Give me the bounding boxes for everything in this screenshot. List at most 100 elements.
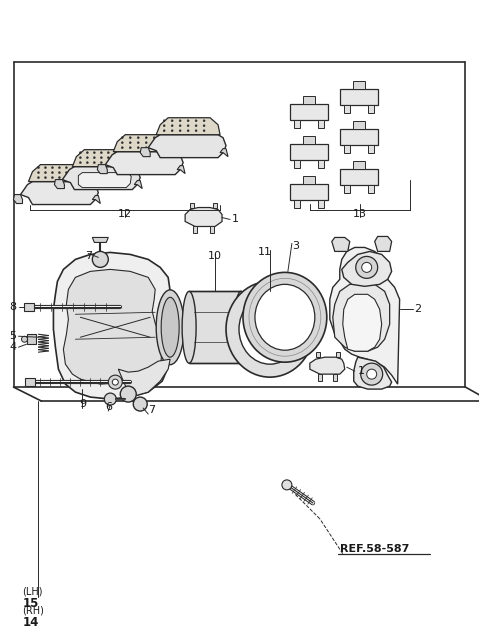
Circle shape bbox=[104, 393, 116, 405]
Polygon shape bbox=[134, 181, 142, 188]
Circle shape bbox=[86, 167, 88, 169]
Circle shape bbox=[129, 137, 131, 138]
Polygon shape bbox=[72, 150, 134, 167]
Polygon shape bbox=[310, 357, 345, 374]
Polygon shape bbox=[303, 136, 315, 143]
Polygon shape bbox=[340, 129, 378, 145]
Polygon shape bbox=[353, 121, 365, 129]
Circle shape bbox=[86, 162, 88, 164]
Circle shape bbox=[93, 157, 96, 159]
Polygon shape bbox=[294, 200, 300, 207]
Circle shape bbox=[92, 252, 108, 267]
Circle shape bbox=[179, 130, 181, 131]
Text: 8: 8 bbox=[10, 302, 16, 312]
Polygon shape bbox=[344, 145, 350, 153]
Polygon shape bbox=[333, 283, 390, 351]
Text: 9: 9 bbox=[79, 399, 86, 409]
Text: 7: 7 bbox=[148, 405, 156, 415]
Polygon shape bbox=[97, 164, 108, 174]
Text: 5: 5 bbox=[10, 331, 16, 341]
Circle shape bbox=[86, 152, 88, 154]
Circle shape bbox=[171, 125, 173, 126]
Polygon shape bbox=[156, 118, 220, 135]
Circle shape bbox=[137, 142, 139, 143]
Circle shape bbox=[137, 147, 139, 149]
Polygon shape bbox=[303, 176, 315, 183]
Circle shape bbox=[86, 157, 88, 159]
Polygon shape bbox=[368, 105, 374, 112]
Polygon shape bbox=[353, 161, 365, 169]
Polygon shape bbox=[340, 169, 378, 185]
Circle shape bbox=[161, 142, 163, 143]
Circle shape bbox=[79, 172, 82, 174]
Polygon shape bbox=[62, 167, 140, 190]
Polygon shape bbox=[118, 359, 170, 397]
Polygon shape bbox=[21, 181, 98, 205]
Circle shape bbox=[163, 130, 165, 131]
Circle shape bbox=[163, 125, 165, 126]
Polygon shape bbox=[113, 135, 177, 152]
Circle shape bbox=[65, 176, 67, 179]
Circle shape bbox=[108, 162, 109, 164]
Text: 13: 13 bbox=[353, 209, 367, 219]
Circle shape bbox=[195, 119, 197, 122]
Circle shape bbox=[93, 152, 96, 154]
Circle shape bbox=[133, 397, 147, 411]
Polygon shape bbox=[220, 149, 228, 157]
Circle shape bbox=[153, 147, 155, 149]
Polygon shape bbox=[63, 269, 162, 384]
Polygon shape bbox=[290, 143, 328, 160]
Circle shape bbox=[121, 137, 123, 138]
Circle shape bbox=[22, 336, 27, 342]
Circle shape bbox=[179, 119, 181, 122]
Circle shape bbox=[72, 167, 74, 169]
Polygon shape bbox=[344, 105, 350, 112]
Polygon shape bbox=[340, 88, 378, 105]
Polygon shape bbox=[330, 248, 400, 384]
Circle shape bbox=[203, 119, 205, 122]
Circle shape bbox=[137, 137, 139, 138]
Circle shape bbox=[114, 162, 116, 164]
Circle shape bbox=[108, 157, 109, 159]
Circle shape bbox=[86, 172, 88, 174]
Polygon shape bbox=[210, 226, 214, 233]
Circle shape bbox=[356, 257, 378, 278]
Circle shape bbox=[129, 142, 131, 143]
Polygon shape bbox=[353, 81, 365, 88]
Circle shape bbox=[179, 125, 181, 126]
Circle shape bbox=[79, 157, 82, 159]
Circle shape bbox=[100, 162, 102, 164]
Circle shape bbox=[79, 176, 82, 179]
Circle shape bbox=[65, 167, 67, 169]
Ellipse shape bbox=[239, 295, 301, 364]
Circle shape bbox=[86, 176, 88, 179]
Circle shape bbox=[72, 172, 74, 174]
Ellipse shape bbox=[182, 291, 196, 363]
Text: 6: 6 bbox=[105, 402, 112, 412]
Circle shape bbox=[51, 167, 53, 169]
Polygon shape bbox=[336, 352, 340, 357]
Circle shape bbox=[79, 162, 82, 164]
Circle shape bbox=[161, 147, 163, 149]
Polygon shape bbox=[28, 164, 92, 181]
Circle shape bbox=[203, 125, 205, 126]
Ellipse shape bbox=[255, 284, 315, 350]
Polygon shape bbox=[375, 236, 392, 252]
Circle shape bbox=[161, 137, 163, 138]
Circle shape bbox=[153, 142, 155, 143]
Circle shape bbox=[153, 137, 155, 138]
Polygon shape bbox=[27, 334, 36, 344]
Polygon shape bbox=[189, 291, 241, 363]
Polygon shape bbox=[24, 303, 35, 312]
Circle shape bbox=[100, 157, 102, 159]
Text: (RH): (RH) bbox=[23, 605, 44, 616]
Polygon shape bbox=[105, 152, 183, 174]
Circle shape bbox=[114, 152, 116, 154]
Circle shape bbox=[187, 119, 189, 122]
Circle shape bbox=[145, 147, 147, 149]
Circle shape bbox=[163, 119, 165, 122]
Polygon shape bbox=[78, 173, 131, 188]
Circle shape bbox=[121, 162, 123, 164]
Polygon shape bbox=[303, 96, 315, 104]
Circle shape bbox=[203, 130, 205, 131]
